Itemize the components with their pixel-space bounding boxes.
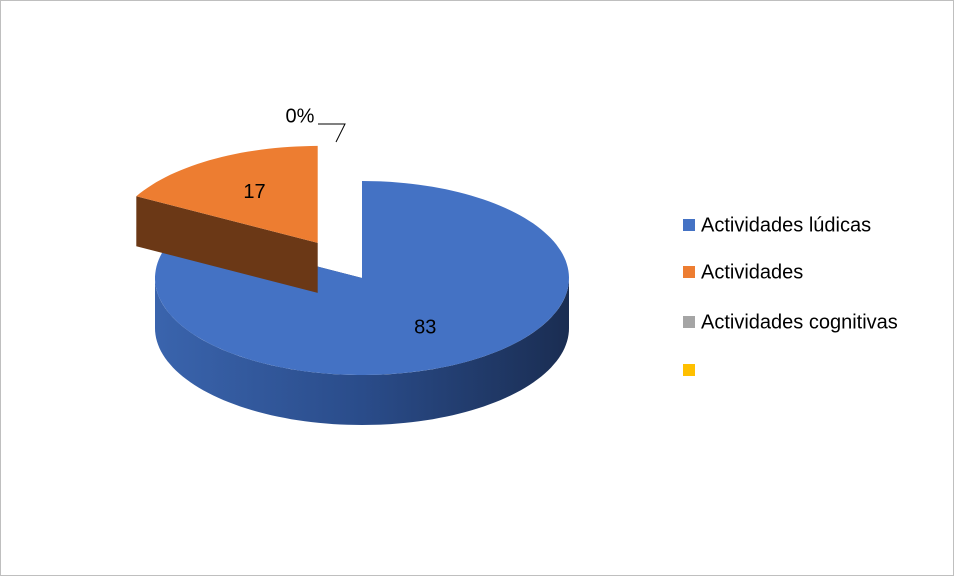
data-label: 0% — [286, 105, 315, 127]
slice-top — [136, 145, 318, 243]
slice-side — [136, 196, 318, 293]
legend-label: Actividades — [701, 261, 803, 283]
legend-label: Actividades cognitivas — [701, 311, 898, 333]
legend-swatch — [683, 364, 695, 376]
data-label: 17 — [243, 181, 265, 203]
slice-side — [155, 278, 569, 425]
legend-label: Actividades lúdicas — [701, 214, 871, 236]
slice-top — [155, 181, 569, 375]
pie-slice — [136, 145, 318, 293]
leader-line — [318, 123, 346, 143]
legend-swatch — [683, 316, 695, 328]
legend-swatch — [683, 219, 695, 231]
legend-swatch — [683, 266, 695, 278]
data-label: 83 — [414, 316, 436, 338]
